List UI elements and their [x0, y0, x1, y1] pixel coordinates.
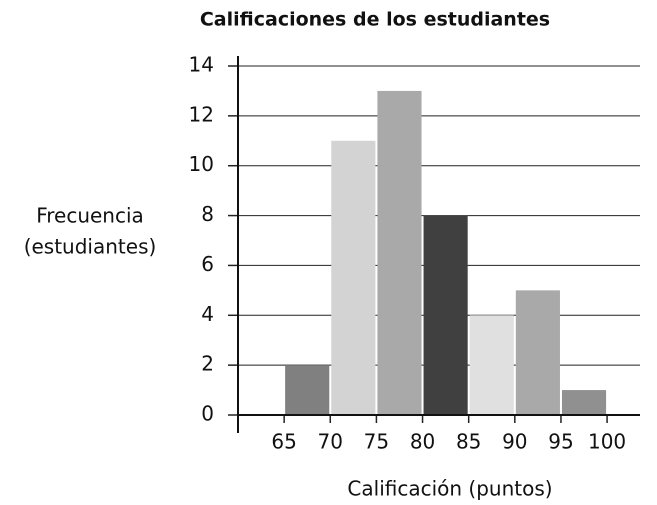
y-tick-label: 14: [189, 53, 214, 77]
y-axis-label: (estudiantes): [24, 235, 157, 259]
bar: [469, 315, 514, 415]
x-tick-label: 85: [456, 430, 481, 454]
x-tick-label: 90: [502, 430, 527, 454]
y-axis-label: Frecuencia: [36, 204, 144, 228]
x-tick-label: 95: [548, 430, 573, 454]
y-tick-label: 2: [201, 352, 214, 376]
x-axis-label: Calificación (puntos): [347, 477, 552, 501]
y-tick-label: 10: [189, 152, 214, 176]
y-tick-label: 12: [189, 102, 214, 126]
y-tick-label: 0: [201, 402, 214, 426]
x-tick-label: 65: [271, 430, 296, 454]
x-tick-label: 100: [588, 430, 626, 454]
bar: [331, 140, 376, 416]
bar: [377, 90, 422, 415]
x-tick-label: 80: [410, 430, 435, 454]
bar: [515, 290, 560, 415]
bar: [561, 390, 607, 415]
y-tick-label: 4: [201, 302, 214, 326]
bar: [423, 215, 468, 415]
x-tick-label: 75: [364, 430, 389, 454]
y-tick-label: 6: [201, 252, 214, 276]
x-tick-label: 70: [318, 430, 343, 454]
bar: [285, 365, 330, 415]
y-tick-label: 8: [201, 202, 214, 226]
chart-title: Calificaciones de los estudiantes: [200, 9, 550, 31]
